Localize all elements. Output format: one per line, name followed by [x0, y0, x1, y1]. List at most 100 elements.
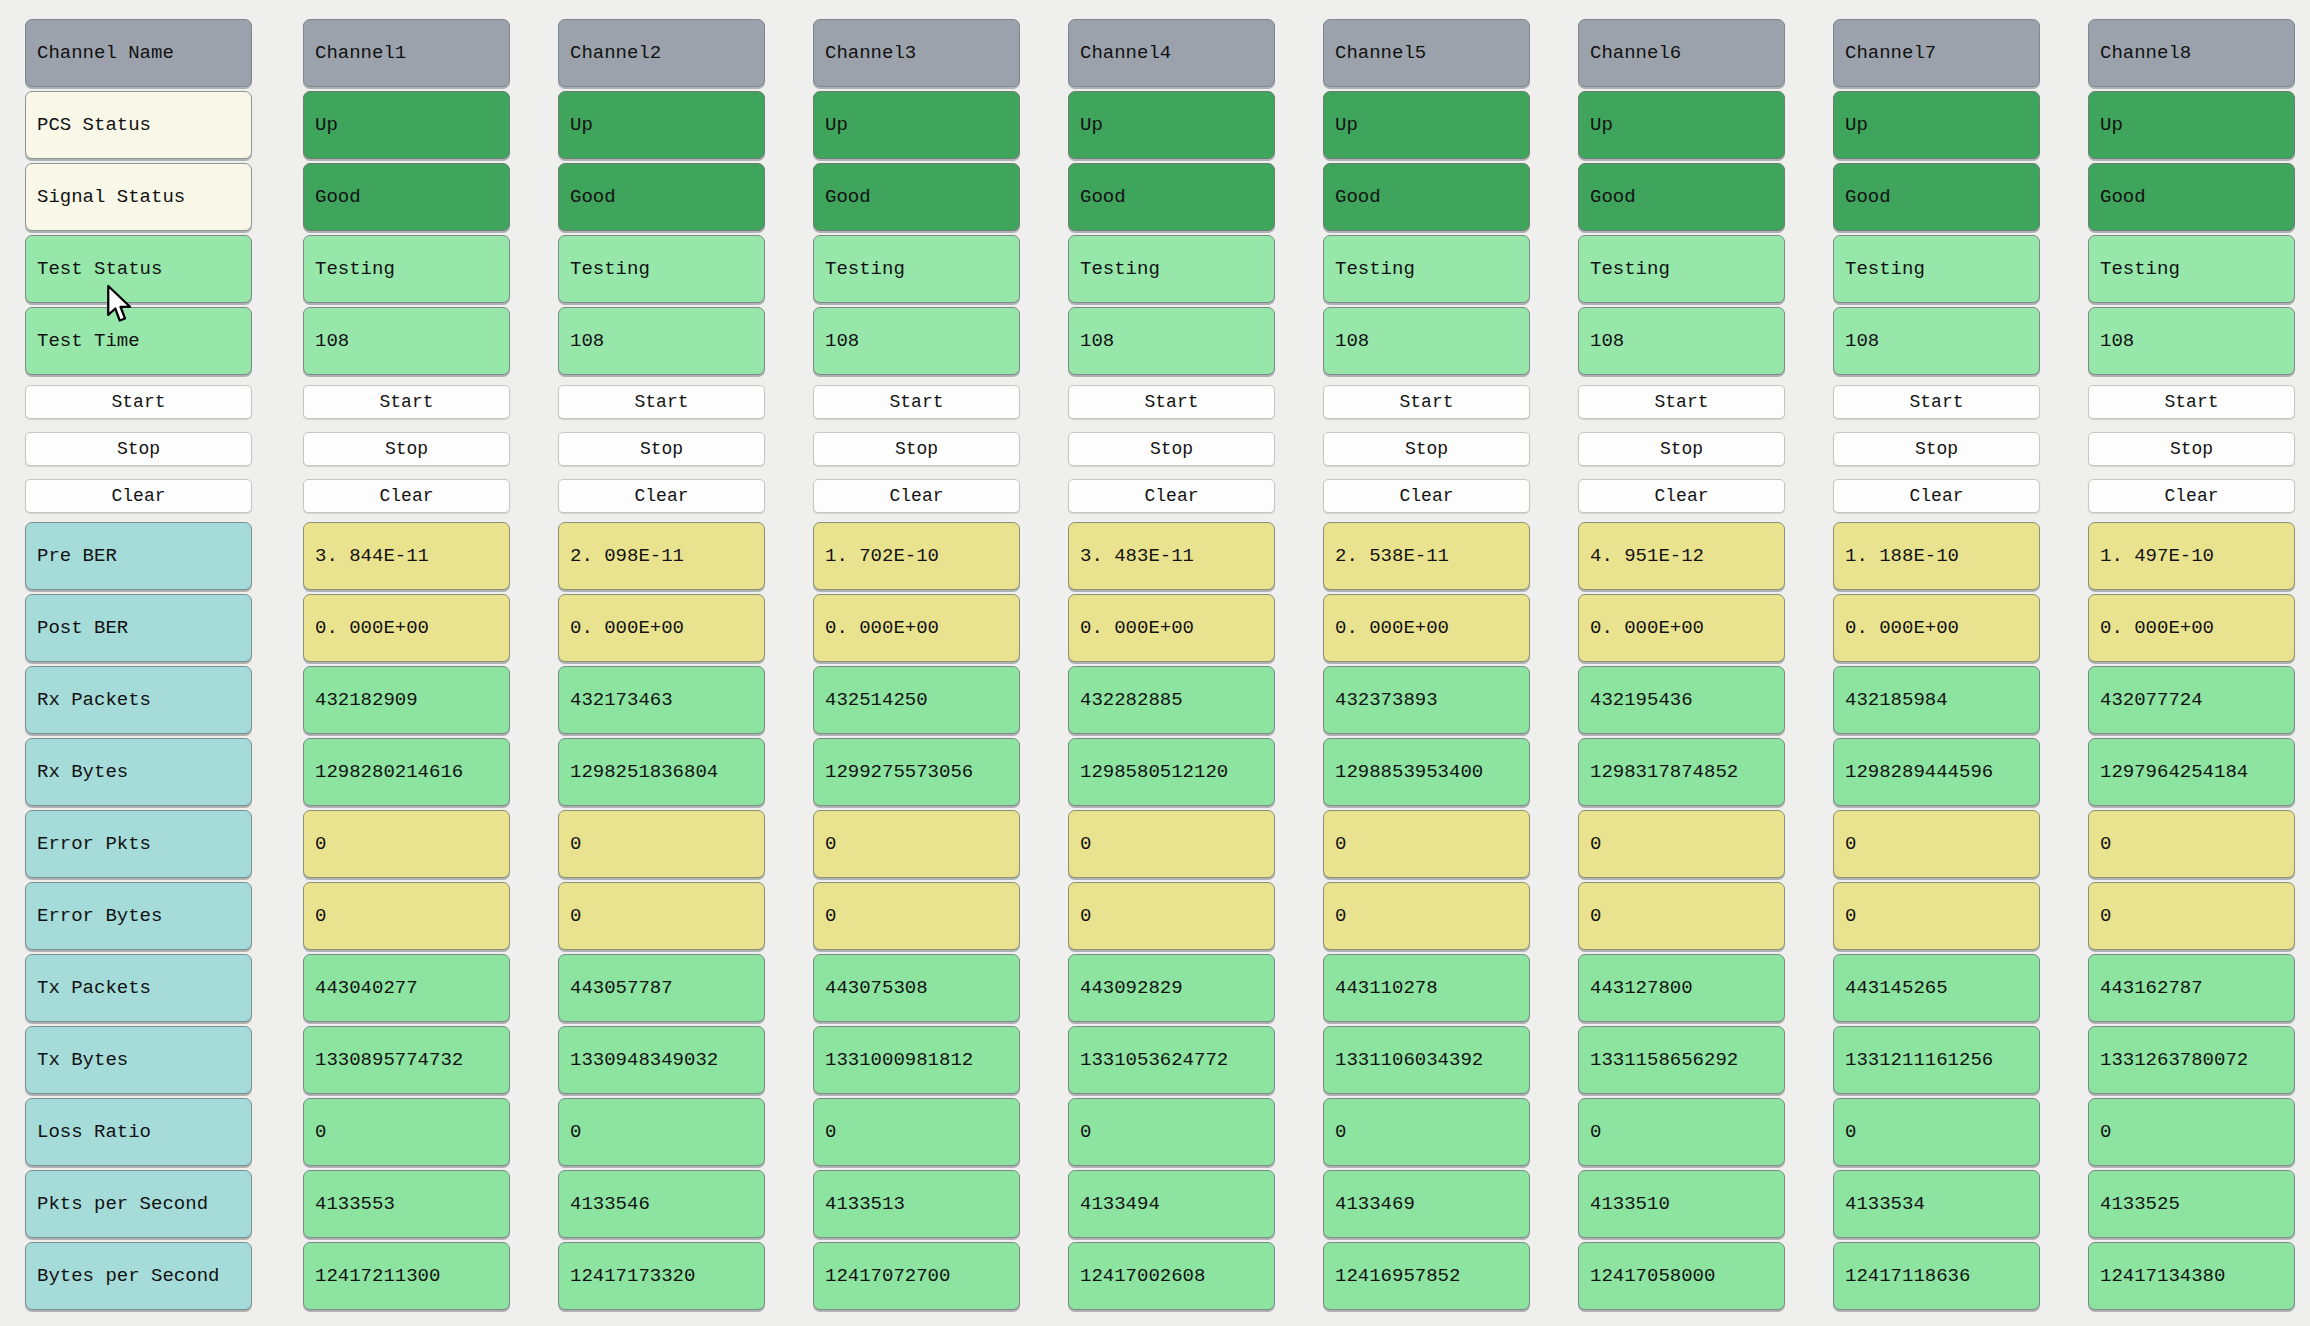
cell-rx-packets: 432373893 [1323, 666, 1530, 734]
cell-rx-bytes: 1298289444596 [1833, 738, 2040, 806]
cell-post-ber: 0. 000E+00 [303, 594, 510, 662]
row-label-loss-ratio: Loss Ratio [25, 1098, 252, 1166]
cell-rx-packets: 432077724 [2088, 666, 2295, 734]
cell-pre-ber: 1. 497E-10 [2088, 522, 2295, 590]
cell-loss-ratio: 0 [303, 1098, 510, 1166]
row-labels-column: Channel Name PCS Status Signal Status Te… [25, 19, 252, 1314]
row-label-signal-status: Signal Status [25, 163, 252, 231]
stop-button[interactable]: Stop [1323, 432, 1530, 466]
stop-button[interactable]: Stop [558, 432, 765, 466]
channel-column-6: Channel6 Up Good Testing 108 Start Stop … [1578, 19, 1785, 1314]
cell-test-time: 108 [303, 307, 510, 375]
stop-button[interactable]: Stop [303, 432, 510, 466]
cell-pkts-per-second: 4133513 [813, 1170, 1020, 1238]
channel-column-8: Channel8 Up Good Testing 108 Start Stop … [2088, 19, 2295, 1314]
cell-post-ber: 0. 000E+00 [2088, 594, 2295, 662]
start-button[interactable]: Start [1833, 385, 2040, 419]
channel-header: Channel8 [2088, 19, 2295, 87]
cell-bytes-per-second: 12416957852 [1323, 1242, 1530, 1310]
clear-button[interactable]: Clear [813, 479, 1020, 513]
row-label-post-ber: Post BER [25, 594, 252, 662]
cell-post-ber: 0. 000E+00 [1068, 594, 1275, 662]
cell-signal-status: Good [1323, 163, 1530, 231]
cell-error-pkts: 0 [1323, 810, 1530, 878]
cell-pkts-per-second: 4133469 [1323, 1170, 1530, 1238]
clear-button[interactable]: Clear [1323, 479, 1530, 513]
cell-pcs-status: Up [303, 91, 510, 159]
row-label-test-status: Test Status [25, 235, 252, 303]
start-button[interactable]: Start [1323, 385, 1530, 419]
clear-button[interactable]: Clear [1578, 479, 1785, 513]
channel-header: Channel7 [1833, 19, 2040, 87]
cell-error-pkts: 0 [1068, 810, 1275, 878]
cell-tx-packets: 443162787 [2088, 954, 2295, 1022]
channel-header: Channel4 [1068, 19, 1275, 87]
cell-error-bytes: 0 [2088, 882, 2295, 950]
cell-rx-packets: 432195436 [1578, 666, 1785, 734]
start-button[interactable]: Start [303, 385, 510, 419]
cell-test-status: Testing [1068, 235, 1275, 303]
cell-error-pkts: 0 [558, 810, 765, 878]
cell-pkts-per-second: 4133510 [1578, 1170, 1785, 1238]
stop-button[interactable]: Stop [2088, 432, 2295, 466]
start-button[interactable]: Start [1578, 385, 1785, 419]
cell-error-bytes: 0 [813, 882, 1020, 950]
cell-loss-ratio: 0 [1068, 1098, 1275, 1166]
stop-button[interactable]: Stop [1578, 432, 1785, 466]
clear-button[interactable]: Clear [303, 479, 510, 513]
cell-error-bytes: 0 [558, 882, 765, 950]
row-label-rx-packets: Rx Packets [25, 666, 252, 734]
start-button[interactable]: Start [558, 385, 765, 419]
clear-button[interactable]: Clear [25, 479, 252, 513]
cell-signal-status: Good [558, 163, 765, 231]
cell-test-time: 108 [2088, 307, 2295, 375]
cell-bytes-per-second: 12417211300 [303, 1242, 510, 1310]
cell-bytes-per-second: 12417134380 [2088, 1242, 2295, 1310]
cell-pre-ber: 3. 483E-11 [1068, 522, 1275, 590]
cell-rx-packets: 432282885 [1068, 666, 1275, 734]
cell-pkts-per-second: 4133553 [303, 1170, 510, 1238]
stop-button[interactable]: Stop [1068, 432, 1275, 466]
row-label-rx-bytes: Rx Bytes [25, 738, 252, 806]
cell-signal-status: Good [303, 163, 510, 231]
channel-column-5: Channel5 Up Good Testing 108 Start Stop … [1323, 19, 1530, 1314]
clear-button[interactable]: Clear [1833, 479, 2040, 513]
cell-pkts-per-second: 4133525 [2088, 1170, 2295, 1238]
row-label-error-pkts: Error Pkts [25, 810, 252, 878]
cell-test-status: Testing [1833, 235, 2040, 303]
cell-pcs-status: Up [1068, 91, 1275, 159]
channel-header: Channel2 [558, 19, 765, 87]
row-label-channel-name: Channel Name [25, 19, 252, 87]
clear-button[interactable]: Clear [2088, 479, 2295, 513]
cell-tx-bytes: 1331053624772 [1068, 1026, 1275, 1094]
cell-pre-ber: 1. 702E-10 [813, 522, 1020, 590]
clear-button[interactable]: Clear [558, 479, 765, 513]
start-button[interactable]: Start [813, 385, 1020, 419]
cell-error-bytes: 0 [1068, 882, 1275, 950]
cell-pcs-status: Up [558, 91, 765, 159]
cell-error-pkts: 0 [813, 810, 1020, 878]
cell-error-bytes: 0 [1578, 882, 1785, 950]
cell-tx-bytes: 1331000981812 [813, 1026, 1020, 1094]
cell-signal-status: Good [1068, 163, 1275, 231]
cell-signal-status: Good [2088, 163, 2295, 231]
cell-error-pkts: 0 [1578, 810, 1785, 878]
cell-tx-bytes: 1330948349032 [558, 1026, 765, 1094]
stop-button[interactable]: Stop [25, 432, 252, 466]
start-button[interactable]: Start [2088, 385, 2295, 419]
cell-rx-bytes: 1298317874852 [1578, 738, 1785, 806]
start-button[interactable]: Start [25, 385, 252, 419]
cell-error-bytes: 0 [303, 882, 510, 950]
cell-bytes-per-second: 12417072700 [813, 1242, 1020, 1310]
cell-tx-packets: 443110278 [1323, 954, 1530, 1022]
cell-post-ber: 0. 000E+00 [1578, 594, 1785, 662]
stop-button[interactable]: Stop [1833, 432, 2040, 466]
cell-test-status: Testing [813, 235, 1020, 303]
cell-bytes-per-second: 12417002608 [1068, 1242, 1275, 1310]
cell-pkts-per-second: 4133494 [1068, 1170, 1275, 1238]
clear-button[interactable]: Clear [1068, 479, 1275, 513]
start-button[interactable]: Start [1068, 385, 1275, 419]
cell-loss-ratio: 0 [2088, 1098, 2295, 1166]
cell-pcs-status: Up [2088, 91, 2295, 159]
stop-button[interactable]: Stop [813, 432, 1020, 466]
